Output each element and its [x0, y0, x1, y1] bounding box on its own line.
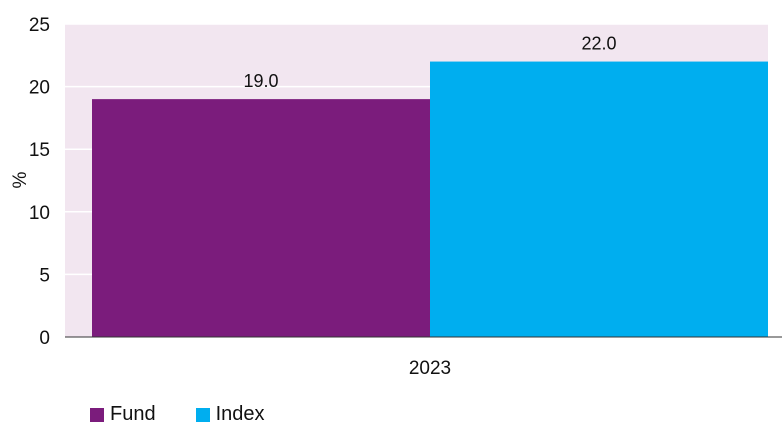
- y-axis-ticks: 0 5 10 15 20 25: [29, 15, 50, 349]
- legend-swatch-fund: [90, 407, 104, 422]
- legend-swatch-index: [195, 407, 210, 422]
- y-tick-label: 15: [29, 140, 50, 161]
- x-tick-label: 2023: [409, 358, 451, 379]
- legend: Fund Index: [90, 403, 305, 426]
- legend-label-index: Index: [215, 403, 265, 425]
- y-axis-title: %: [10, 171, 31, 188]
- y-tick-label: 0: [39, 328, 50, 349]
- y-tick-label: 10: [29, 203, 50, 224]
- y-tick-label: 20: [29, 78, 50, 99]
- bars: [92, 61, 768, 338]
- data-label-index: 22.0: [581, 34, 616, 54]
- data-labels: 19.0 22.0: [243, 34, 616, 92]
- bar-index: [430, 61, 768, 338]
- bar-fund: [92, 99, 430, 338]
- y-tick-label: 5: [39, 265, 50, 286]
- x-axis-ticks: 2023: [409, 358, 451, 379]
- data-label-fund: 19.0: [243, 71, 278, 91]
- y-tick-label: 25: [29, 15, 50, 36]
- legend-item-index: Index: [195, 403, 265, 426]
- legend-label-fund: Fund: [110, 403, 156, 425]
- legend-item-fund: Fund: [90, 403, 156, 426]
